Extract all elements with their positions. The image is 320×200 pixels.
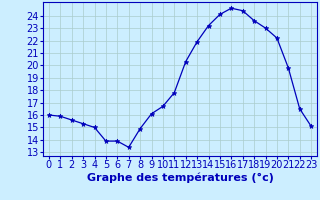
- X-axis label: Graphe des températures (°c): Graphe des températures (°c): [87, 173, 273, 183]
